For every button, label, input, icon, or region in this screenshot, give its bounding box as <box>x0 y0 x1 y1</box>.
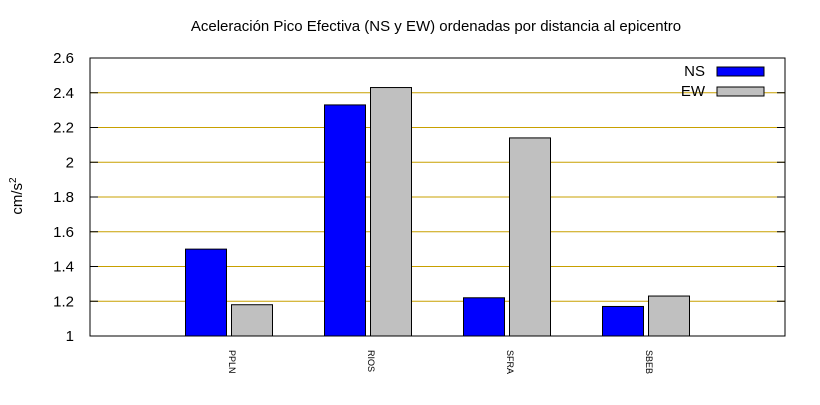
legend-swatch-ew <box>716 86 765 97</box>
bar-ew-sbeb <box>648 295 690 337</box>
y-tick-label: 2.4 <box>53 85 74 102</box>
x-tick-labels: PPLN RIOS SFRA SBEB <box>227 350 654 374</box>
y-ticks: 1 1.2 1.4 1.6 1.8 2 2.2 2.4 2.6 <box>53 50 785 345</box>
bar-ns-rios <box>324 104 366 337</box>
bars <box>185 87 690 337</box>
y-axis-label-unit: cm/s <box>9 183 26 215</box>
y-tick-label: 1.8 <box>53 189 74 206</box>
y-tick-label: 1.4 <box>53 259 74 276</box>
legend-swatch-ns <box>716 66 765 77</box>
y-tick-label: 2.6 <box>53 50 74 67</box>
bar-ns-ppln <box>185 248 227 337</box>
bar-ew-rios <box>370 87 412 337</box>
legend-label-ns: NS <box>684 63 705 80</box>
legend: NS EW <box>681 63 765 100</box>
y-tick-label: 2 <box>66 154 74 171</box>
x-tick-label: SBEB <box>644 350 654 374</box>
y-axis-label-exponent: 2 <box>8 177 19 183</box>
x-tick-label: PPLN <box>227 350 237 374</box>
y-tick-label: 1 <box>66 328 74 345</box>
x-tick-label: RIOS <box>366 350 376 372</box>
bar-ns-sbeb <box>602 305 644 337</box>
chart-title: Aceleración Pico Efectiva (NS y EW) orde… <box>191 18 681 35</box>
bar-ew-sfra <box>509 137 551 337</box>
bar-ew-ppln <box>231 304 273 337</box>
x-tick-label: SFRA <box>505 350 515 374</box>
y-axis-label: cm/s2 <box>8 177 26 215</box>
y-tick-label: 1.2 <box>53 293 74 310</box>
y-tick-label: 2.2 <box>53 120 74 137</box>
y-tick-label: 1.6 <box>53 224 74 241</box>
bar-ns-sfra <box>463 297 505 337</box>
legend-label-ew: EW <box>681 83 706 100</box>
